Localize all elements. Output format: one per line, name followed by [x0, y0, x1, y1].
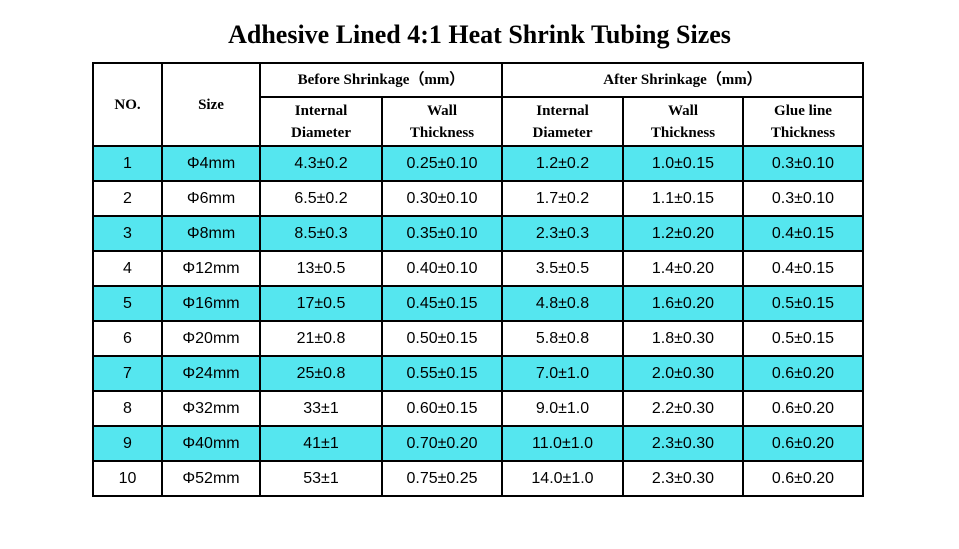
cell: 1.0±0.15	[622, 145, 744, 182]
cell: 4	[92, 250, 163, 287]
header-cell: Internal Diameter	[501, 96, 624, 147]
cell: Φ40mm	[161, 425, 261, 462]
cell: 2	[92, 180, 163, 217]
cell: 14.0±1.0	[501, 460, 624, 497]
cell: 0.35±0.10	[381, 215, 503, 252]
cell: 0.45±0.15	[381, 285, 503, 322]
cell: 1.2±0.2	[501, 145, 624, 182]
header-text: Wall Thickness	[409, 102, 475, 141]
cell: 6.5±0.2	[259, 180, 383, 217]
cell: 25±0.8	[259, 355, 383, 392]
cell: 1.2±0.20	[622, 215, 744, 252]
cell: 9.0±1.0	[501, 390, 624, 427]
cell: 0.40±0.10	[381, 250, 503, 287]
cell: 3	[92, 215, 163, 252]
header-cell: After Shrinkage（mm）	[501, 62, 864, 98]
cell: Φ32mm	[161, 390, 261, 427]
table-row: 4 Φ12mm 13±0.5 0.40±0.10 3.5±0.5 1.4±0.20 0.4±…	[92, 250, 864, 287]
cell: 7	[92, 355, 163, 392]
cell: 0.70±0.20	[381, 425, 503, 462]
cell: Φ12mm	[161, 250, 261, 287]
cell: 2.3±0.30	[622, 460, 744, 497]
cell: 3.5±0.5	[501, 250, 624, 287]
cell: 0.50±0.15	[381, 320, 503, 357]
cell: 41±1	[259, 425, 383, 462]
cell: 33±1	[259, 390, 383, 427]
cell: 0.4±0.15	[742, 215, 864, 252]
table-row: 2 Φ6mm 6.5±0.2 0.30±0.10 1.7±0.2 1.1±0.15 0.3±…	[92, 180, 864, 217]
cell: 0.3±0.10	[742, 145, 864, 182]
cell: 0.6±0.20	[742, 460, 864, 497]
table-row: 10 Φ52mm 53±1 0.75±0.25 14.0±1.0 2.3±0.30 0.6±…	[92, 460, 864, 497]
title: Adhesive Lined 4:1 Heat Shrink Tubing Si…	[228, 20, 731, 49]
cell: 0.25±0.10	[381, 145, 503, 182]
cell: 53±1	[259, 460, 383, 497]
cell: Φ16mm	[161, 285, 261, 322]
cell: 6	[92, 320, 163, 357]
table-row: 8 Φ32mm 33±1 0.60±0.15 9.0±1.0 2.2±0.30 0.6±0.…	[92, 390, 864, 427]
header-text: Internal Diameter	[291, 102, 351, 141]
cell: 0.75±0.25	[381, 460, 503, 497]
header-cell: Glue line Thickness	[742, 96, 864, 147]
table-row: 1 Φ4mm 4.3±0.2 0.25±0.10 1.2±0.2 1.0±0.15 0.3±…	[92, 145, 864, 182]
cell: 0.6±0.20	[742, 355, 864, 392]
table-row: 3 Φ8mm 8.5±0.3 0.35±0.10 2.3±0.3 1.2±0.20 0.4±…	[92, 215, 864, 252]
cell: 0.4±0.15	[742, 250, 864, 287]
cell: 0.5±0.15	[742, 285, 864, 322]
cell: 2.0±0.30	[622, 355, 744, 392]
cell: 13±0.5	[259, 250, 383, 287]
cell: 0.5±0.15	[742, 320, 864, 357]
cell: 1.7±0.2	[501, 180, 624, 217]
cell: Φ4mm	[161, 145, 261, 182]
cell: 0.3±0.10	[742, 180, 864, 217]
cell: Φ8mm	[161, 215, 261, 252]
cell: 21±0.8	[259, 320, 383, 357]
cell: 1.6±0.20	[622, 285, 744, 322]
cell: 4.3±0.2	[259, 145, 383, 182]
cell: 17±0.5	[259, 285, 383, 322]
cell: 1.8±0.30	[622, 320, 744, 357]
cell: 2.2±0.30	[622, 390, 744, 427]
header-cell: NO.	[92, 62, 163, 147]
cell: 1	[92, 145, 163, 182]
header-cell: Size	[161, 62, 261, 147]
table-row: 5 Φ16mm 17±0.5 0.45±0.15 4.8±0.8 1.6±0.20 0.5±…	[92, 285, 864, 322]
cell: 2.3±0.30	[622, 425, 744, 462]
cell: Φ20mm	[161, 320, 261, 357]
cell: 10	[92, 460, 163, 497]
cell: 2.3±0.3	[501, 215, 624, 252]
header-cell: Wall Thickness	[381, 96, 503, 147]
table-row: 9 Φ40mm 41±1 0.70±0.20 11.0±1.0 2.3±0.30 0.6±0…	[92, 425, 864, 462]
header-text: Wall Thickness	[650, 102, 716, 141]
cell: 1.1±0.15	[622, 180, 744, 217]
header-text: Glue line Thickness	[770, 102, 836, 141]
table-row: 6 Φ20mm 21±0.8 0.50±0.15 5.8±0.8 1.8±0.30 0.5±…	[92, 320, 864, 357]
cell: 1.4±0.20	[622, 250, 744, 287]
sizes-table: NO. Size Before Shrinkage（mm） After Shri…	[92, 62, 864, 497]
cell: 0.30±0.10	[381, 180, 503, 217]
header-cell: Before Shrinkage（mm）	[259, 62, 503, 98]
cell: 7.0±1.0	[501, 355, 624, 392]
cell: 8	[92, 390, 163, 427]
header-cell: Internal Diameter	[259, 96, 383, 147]
cell: 0.6±0.20	[742, 390, 864, 427]
cell: 11.0±1.0	[501, 425, 624, 462]
table-row: 7 Φ24mm 25±0.8 0.55±0.15 7.0±1.0 2.0±0.30 0.6±…	[92, 355, 864, 392]
cell: 4.8±0.8	[501, 285, 624, 322]
cell: 9	[92, 425, 163, 462]
header-text: Internal Diameter	[532, 102, 593, 141]
cell: Φ52mm	[161, 460, 261, 497]
cell: 0.60±0.15	[381, 390, 503, 427]
cell: 5	[92, 285, 163, 322]
cell: Φ24mm	[161, 355, 261, 392]
cell: 5.8±0.8	[501, 320, 624, 357]
header-cell: Wall Thickness	[622, 96, 744, 147]
cell: 8.5±0.3	[259, 215, 383, 252]
cell: Φ6mm	[161, 180, 261, 217]
cell: 0.6±0.20	[742, 425, 864, 462]
cell: 0.55±0.15	[381, 355, 503, 392]
